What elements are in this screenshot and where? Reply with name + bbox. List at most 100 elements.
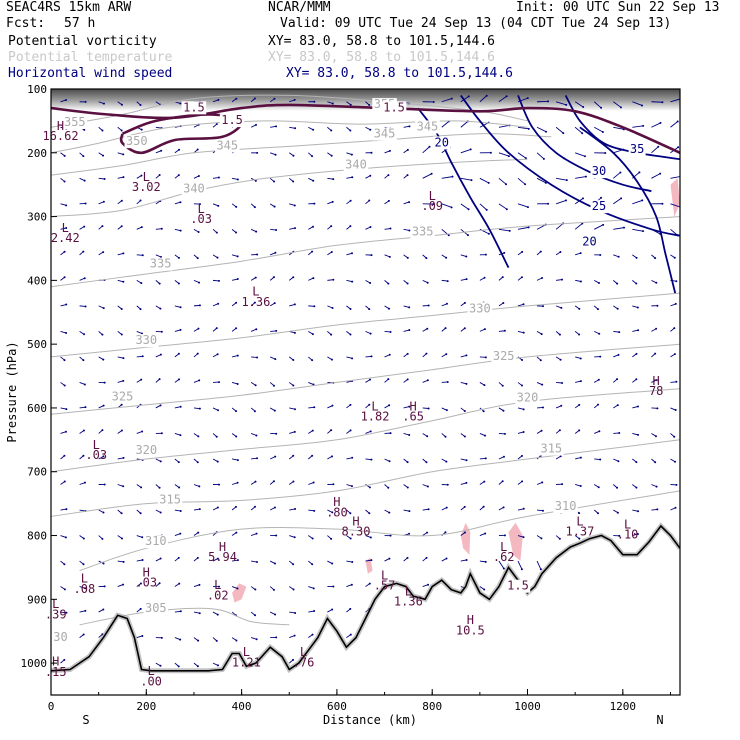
extremum-marker: L: [371, 399, 378, 413]
wind-vector-head: [484, 356, 487, 359]
wind-vector-head: [331, 404, 334, 407]
wind-vector-head: [638, 171, 641, 174]
wind-vector-head: [330, 154, 333, 157]
wind-vector-head: [425, 461, 428, 464]
x-tick-label: 600: [327, 700, 347, 713]
wind-vector-head: [349, 129, 352, 132]
wind-vector-head: [483, 384, 486, 387]
wind-vector-head: [656, 508, 659, 511]
wind-vector-head: [408, 510, 411, 513]
wind-vector-head: [177, 352, 180, 355]
theta-contour-label: 345: [417, 119, 439, 133]
wind-vector-head: [332, 278, 335, 281]
wind-vector-head: [293, 204, 296, 207]
wind-vector-head: [82, 633, 85, 636]
extremum-marker: L: [147, 664, 154, 678]
wind-vector-head: [635, 378, 638, 381]
wind-vector-head: [254, 614, 257, 617]
theta-contour: [51, 439, 680, 517]
wind-vector-head: [545, 130, 548, 133]
wind-vector: [555, 223, 564, 230]
forecast-hour: 57 h: [64, 16, 96, 31]
wind-vector-head: [619, 171, 622, 174]
wind-vector-head: [293, 98, 296, 101]
wind-vector-head: [83, 225, 86, 228]
wind-vector: [594, 126, 604, 133]
wind-vector-head: [121, 537, 124, 540]
wind-vector-head: [675, 380, 678, 383]
wind-vector-head: [122, 560, 125, 563]
theta-contour: [51, 343, 680, 415]
wind-vector-head: [102, 455, 105, 458]
theta-contour-label: 335: [150, 257, 172, 271]
wind-vector-head: [463, 531, 466, 534]
wind-vector-head: [370, 559, 373, 562]
wind-vector-head: [101, 537, 104, 540]
wind-vector-head: [351, 357, 354, 360]
wind-vector-head: [465, 255, 468, 258]
wind-vector-head: [101, 429, 104, 432]
wind-vector-head: [583, 155, 586, 158]
wind-vector-head: [674, 302, 677, 305]
wind-vector-head: [408, 306, 411, 309]
org-label: NCAR/MMM: [268, 0, 331, 15]
wind-vector-head: [674, 460, 677, 463]
wind-vector-head: [217, 98, 220, 101]
wind-vector-head: [179, 405, 182, 408]
wind-vector-head: [599, 458, 602, 461]
wind-vector-head: [198, 508, 201, 511]
extremum-marker: L: [62, 221, 69, 235]
wind-vector-head: [159, 460, 162, 463]
wind-contour-label-bg: [433, 136, 451, 150]
wind-vector-head: [388, 307, 391, 310]
wind-vector-head: [313, 610, 316, 613]
wind-vector: [632, 125, 644, 128]
wind-contour-label: 30: [592, 164, 606, 178]
wind-vector-head: [159, 664, 162, 667]
wind-vector-head: [675, 483, 678, 486]
wind-vector-head: [292, 276, 295, 279]
extremum-marker: L: [214, 578, 221, 592]
wind-vector-head: [235, 231, 238, 234]
theta-contour-label: 310: [555, 499, 577, 513]
theta-contour-label: 345: [216, 139, 238, 153]
wind-vector-head: [140, 128, 143, 131]
wind-vector-head: [540, 333, 543, 336]
wind-vector-head: [253, 410, 256, 413]
wind-vector-head: [389, 432, 392, 435]
wind-vector-head: [330, 537, 333, 540]
wind-vector-head: [673, 435, 676, 438]
wind-vector-head: [273, 180, 276, 183]
wind-vector-head: [103, 177, 106, 180]
wind-vector-head: [539, 568, 542, 571]
theta-contour-label-bg: [215, 139, 240, 153]
wind-vector-head: [368, 104, 371, 107]
wind-vector: [479, 177, 489, 184]
extremum-marker: H: [219, 540, 226, 554]
wind-vector-head: [389, 330, 392, 333]
wind-vector-head: [539, 359, 542, 362]
wind-vector-head: [197, 327, 200, 330]
wind-vector-head: [616, 486, 619, 489]
wind-vector-head: [196, 461, 199, 464]
extremum-value: 78: [649, 384, 663, 398]
wind-vector-head: [501, 276, 504, 279]
wind-vector-head: [584, 175, 587, 178]
wind-vector-head: [216, 460, 219, 463]
extremum-value: 1.37: [565, 525, 594, 539]
wind-vector-head: [463, 435, 466, 438]
wind-vector-head: [522, 536, 525, 539]
wind-vector-head: [122, 456, 125, 459]
theta-contour-label-bg: [157, 493, 183, 507]
wind-vector-head: [505, 208, 508, 211]
wind-vector-head: [102, 358, 105, 361]
wind-vector-head: [508, 229, 511, 232]
theta-contour-label: 315: [540, 442, 562, 456]
y-tick-label: 600: [27, 402, 47, 415]
wind-vector-head: [236, 481, 239, 484]
wind-vector-head: [159, 353, 162, 356]
wind-vector-head: [63, 563, 66, 566]
wind-vector-head: [292, 658, 295, 661]
wind-vector-head: [368, 486, 371, 489]
wind-vector-head: [215, 435, 218, 438]
